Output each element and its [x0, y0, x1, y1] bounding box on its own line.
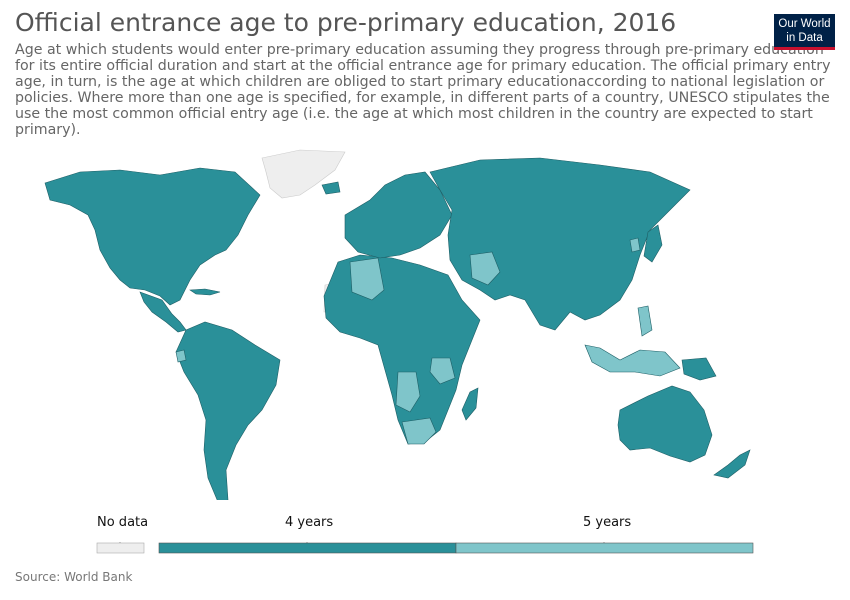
legend-bar [96, 542, 754, 554]
legend-4-years-label: 4 years [285, 515, 334, 530]
world-map[interactable] [0, 140, 850, 500]
central-america-region[interactable] [139, 291, 187, 333]
japan-region[interactable] [643, 224, 663, 263]
korea-region[interactable] [629, 237, 641, 253]
ecuador-region[interactable] [175, 349, 187, 363]
indonesia-region[interactable] [584, 344, 681, 377]
legend-no-data-label: No data [97, 515, 149, 530]
png-region[interactable] [681, 357, 717, 381]
new-zealand-region[interactable] [713, 449, 751, 479]
africa-region[interactable] [323, 254, 481, 445]
legend-4-years-swatch[interactable] [158, 542, 457, 554]
logo-line-2: in Data [786, 32, 823, 44]
madagascar-region[interactable] [461, 387, 479, 421]
north-america-region[interactable] [44, 167, 261, 306]
southern-africa-region[interactable] [395, 371, 421, 413]
iceland-region[interactable] [321, 181, 341, 195]
greenland-region[interactable] [261, 149, 346, 199]
australia-region[interactable] [617, 385, 713, 463]
chart-title: Official entrance age to pre-primary edu… [15, 8, 677, 37]
south-america-region[interactable] [175, 321, 281, 500]
caribbean-islands[interactable] [189, 288, 221, 296]
logo-line-1: Our World [778, 18, 831, 30]
tanzania-region[interactable] [429, 357, 456, 385]
europe-region[interactable] [344, 171, 453, 259]
legend-5-years-label: 5 years [583, 515, 632, 530]
chart-subtitle: Age at which students would enter pre-pr… [15, 42, 831, 138]
south-africa-region[interactable] [401, 417, 437, 445]
asia-region[interactable] [429, 157, 691, 331]
legend-no-data-swatch[interactable] [96, 542, 145, 554]
owid-logo[interactable]: Our World in Data [774, 14, 835, 50]
legend-5-years-swatch[interactable] [455, 542, 754, 554]
algeria-region[interactable] [349, 257, 385, 301]
iran-region[interactable] [469, 251, 501, 286]
philippines-region[interactable] [637, 305, 653, 337]
source-note[interactable]: Source: World Bank [15, 570, 133, 584]
